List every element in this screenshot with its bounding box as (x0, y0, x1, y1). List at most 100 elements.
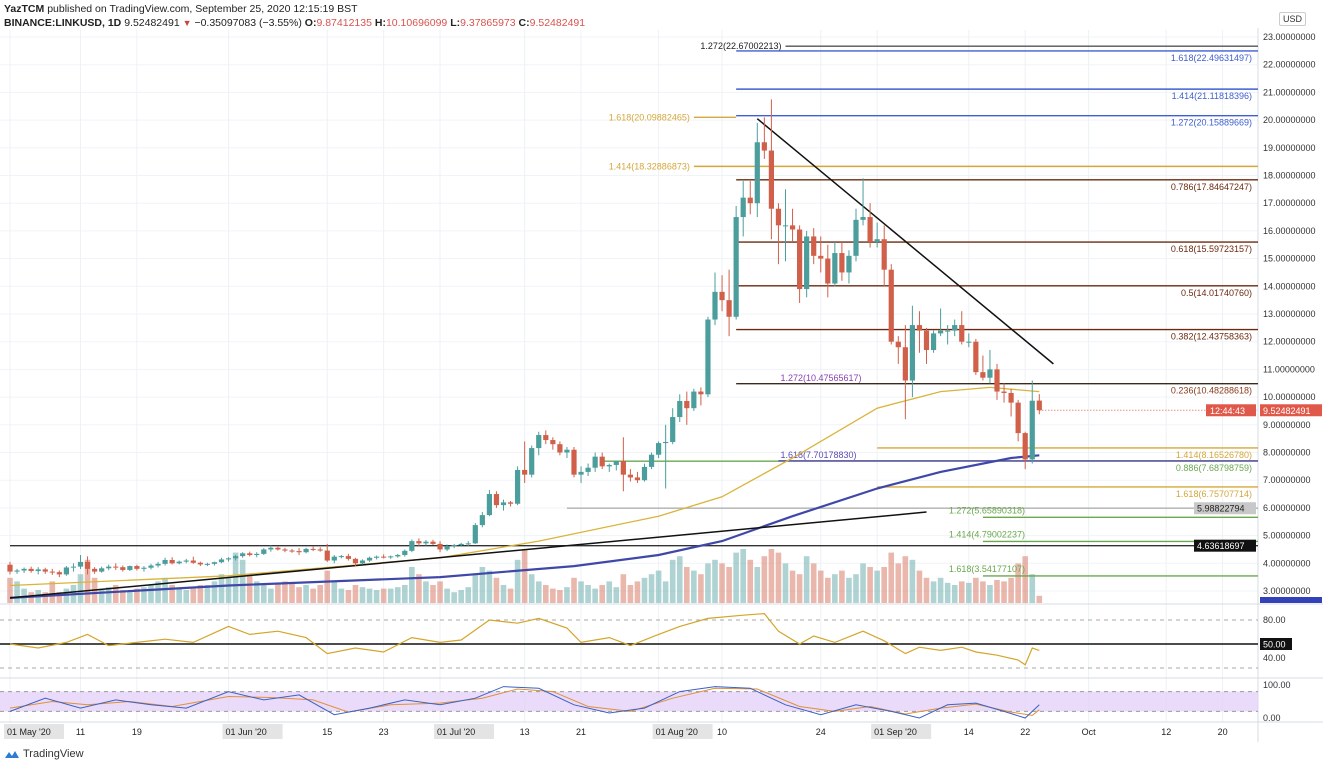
candle-body (550, 440, 556, 445)
candle-body (599, 456, 605, 467)
volume-bar (747, 559, 754, 603)
high-value: 10.10696099 (385, 17, 448, 29)
candle-body (113, 566, 119, 568)
candle-body (148, 565, 154, 568)
candle (916, 311, 923, 353)
symbol-label[interactable]: BINANCE:LINKUSD, 1D (4, 17, 122, 29)
candle-body (409, 541, 415, 551)
candle (275, 546, 281, 551)
candle (627, 469, 633, 482)
fib-level-label: 1.414(18.32886873) (609, 161, 690, 171)
price-axis-tick: 7.00000000 (1263, 475, 1311, 485)
candle-body (698, 391, 704, 395)
volume-bar (909, 559, 916, 603)
candle (839, 241, 845, 281)
candle (832, 241, 838, 287)
volume-bar (127, 592, 133, 603)
open-label: O: (304, 17, 317, 29)
candle-body (359, 560, 366, 564)
volume-bar (557, 590, 563, 603)
candle-body (987, 369, 993, 378)
candle-body (768, 150, 774, 209)
volume-bar (246, 574, 253, 603)
candle-body (106, 566, 112, 569)
candle-body (92, 568, 98, 572)
price-axis-tick: 9.00000000 (1263, 420, 1311, 430)
volume-bar (1022, 556, 1028, 603)
author[interactable]: YazTCM (4, 3, 45, 15)
candle-body (338, 556, 344, 558)
volume-bar (585, 585, 591, 603)
candle-body (754, 142, 760, 204)
candle-body (374, 556, 380, 558)
candle-body (832, 253, 838, 284)
volume-bar (7, 577, 13, 603)
last-price-badge (1260, 404, 1322, 417)
volume-bar (444, 588, 450, 603)
candle-body (437, 543, 443, 550)
trendline[interactable] (756, 118, 1054, 365)
tradingview-logo[interactable]: TradingView (4, 748, 84, 760)
time-axis-label: 15 (322, 727, 332, 737)
candle (218, 557, 225, 564)
volume-bar (169, 585, 175, 603)
volume-bar (437, 581, 443, 603)
trendline[interactable] (9, 511, 927, 599)
candle (162, 557, 168, 566)
candle-body (317, 549, 323, 551)
candle (656, 441, 662, 459)
candle-body (994, 369, 1000, 392)
candle (507, 500, 514, 507)
fib-level-label: 1.618(20.09882465) (609, 112, 690, 122)
candle (888, 264, 894, 345)
volume-bar (825, 577, 831, 603)
volume-bar (338, 588, 345, 603)
volume-bar (951, 585, 958, 603)
candle (557, 441, 563, 456)
candle (1022, 431, 1028, 470)
candle (338, 554, 344, 559)
volume-bar (902, 556, 909, 603)
candle (867, 203, 873, 248)
candle-body (395, 554, 401, 557)
volume-bar (507, 588, 514, 603)
volume-bar (176, 588, 182, 603)
volume-bar (973, 577, 979, 603)
volume-bar (712, 559, 718, 603)
volume-bar (535, 581, 542, 603)
candle-body (134, 566, 140, 569)
candle (938, 308, 944, 337)
candle (571, 446, 577, 478)
candle-body (211, 562, 218, 564)
candle-body (77, 561, 84, 567)
stoch-k-line (9, 686, 1040, 719)
volume-bar (380, 588, 387, 603)
time-axis-month-bg (652, 724, 713, 739)
candle (909, 305, 915, 398)
candle-body (522, 469, 528, 475)
candle-body (811, 236, 817, 256)
candle-body (663, 441, 669, 444)
volume-bar (190, 588, 197, 603)
candle (472, 523, 478, 544)
last-price-badge-text: 9.52482491 (1263, 406, 1311, 416)
candle-body (853, 219, 859, 256)
candle-body (613, 460, 619, 465)
volume-bar (268, 588, 274, 603)
time-axis-label: 22 (1020, 727, 1030, 737)
volume-bar (479, 567, 486, 603)
price-badge-text: 4.63618697 (1197, 541, 1245, 551)
candle-body (49, 571, 55, 573)
price-change: −0.35097083 (−3.55%) (194, 17, 302, 29)
candle (846, 250, 852, 284)
candle (303, 547, 309, 554)
volume-bar (451, 592, 457, 603)
volume-bar (761, 556, 768, 603)
candle-body (507, 502, 514, 504)
volume-bar (726, 567, 732, 603)
currency-button[interactable]: USD (1279, 12, 1307, 26)
candle (740, 181, 746, 237)
candle-body (712, 291, 718, 320)
candle-body (204, 563, 210, 565)
